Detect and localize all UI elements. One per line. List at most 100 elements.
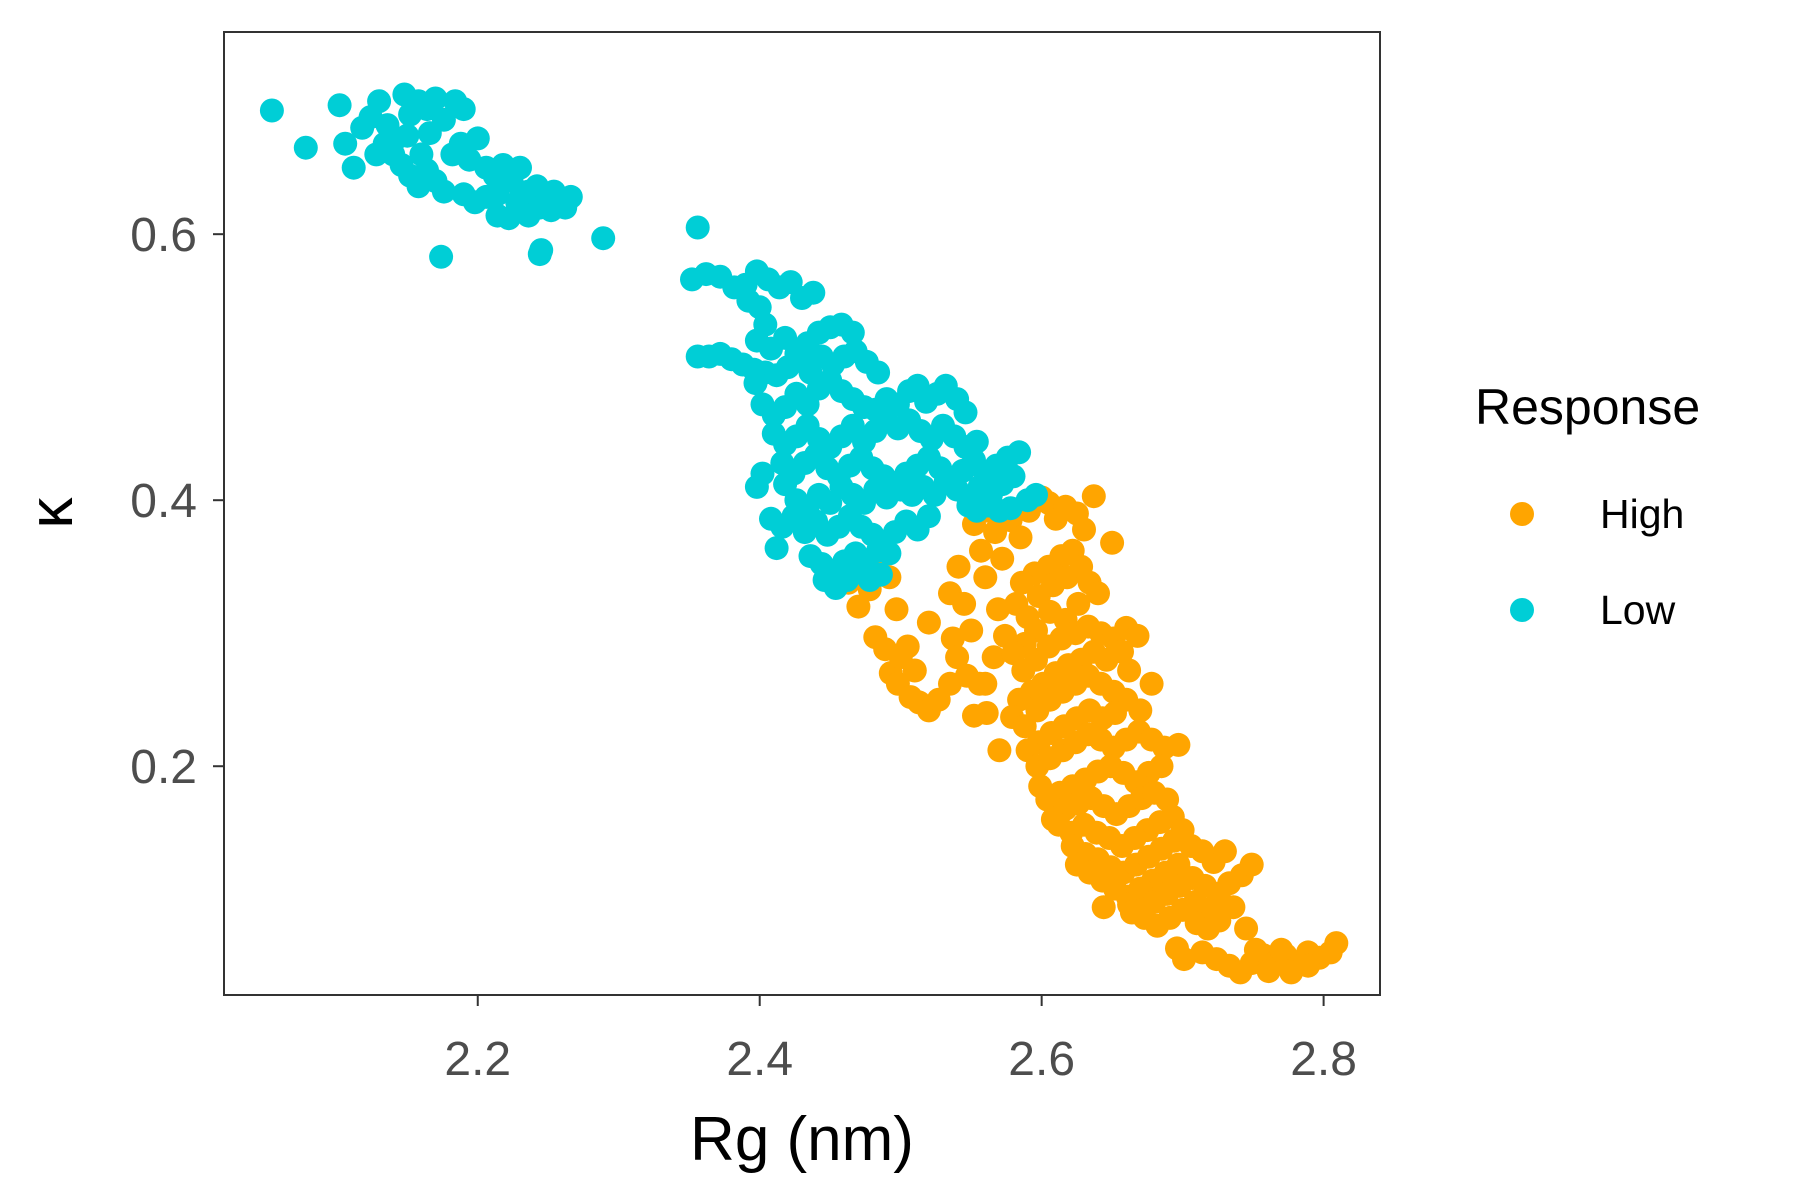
point-high [1125,623,1150,648]
point-low [553,195,578,220]
legend: Response High Low [1475,379,1700,633]
point-high [987,738,1012,763]
point-low [423,86,448,111]
y-tick-label: 0.4 [130,475,197,528]
point-low [956,493,981,518]
point-low [964,429,989,454]
point-high [895,634,920,659]
x-tick-label: 2.8 [1290,1033,1357,1086]
point-low [866,360,891,385]
point-high [1239,852,1264,877]
y-tick-label: 0.2 [130,741,197,794]
point-low [916,504,941,529]
point-low [773,472,798,497]
point-low [1024,482,1048,507]
x-tick-label: 2.6 [1008,1033,1075,1086]
point-high [1128,698,1153,723]
point-high [962,703,986,728]
x-tick-label: 2.2 [444,1033,511,1086]
point-high [946,554,971,579]
x-axis-title: Rg (nm) [690,1105,914,1174]
point-low [764,536,789,561]
point-high [884,597,909,622]
point-low [327,93,352,118]
point-high [1256,959,1281,984]
point-low [877,541,902,566]
point-high [1119,900,1144,925]
legend-key-low [1510,598,1534,622]
point-high [1072,517,1096,542]
point-low [529,238,554,263]
point-high [916,610,941,635]
point-low [451,97,476,122]
point-high [973,671,998,696]
point-high [1166,732,1191,757]
point-low [367,89,392,114]
point-high [1038,599,1063,624]
point-high [1269,937,1294,962]
point-low [431,179,456,204]
legend-title: Response [1475,379,1700,435]
point-low [801,280,826,305]
y-axis: 0.2 0.4 0.6 [130,209,224,794]
point-low [341,155,366,180]
point-high [990,546,1015,571]
x-tick-label: 2.4 [726,1033,793,1086]
point-low [591,226,616,251]
point-high [1100,530,1125,555]
point-low [417,121,442,146]
point-low [409,142,434,167]
point-high [1296,953,1321,978]
legend-label-low: Low [1600,587,1676,633]
point-high [986,597,1010,622]
point-high [1046,812,1071,837]
point-low [333,131,358,156]
point-low [685,215,710,240]
point-high [959,618,984,643]
point-low [1007,440,1032,465]
point-high [1028,774,1053,799]
point-high [1172,947,1196,972]
point-high [952,591,977,616]
point-high [1066,591,1091,616]
point-low [259,98,284,123]
point-low [395,123,420,148]
y-tick-label: 0.6 [130,209,197,262]
point-high [945,645,970,670]
point-low [429,244,454,269]
point-high [969,538,993,563]
series-low [259,82,1048,600]
point-high [1091,895,1116,920]
point-low [293,135,318,160]
series-high [836,484,1349,985]
point-low [953,400,978,425]
point-high [973,565,998,590]
point-high [1243,937,1268,962]
legend-key-high [1510,502,1534,526]
point-high [981,645,1006,670]
point-high [1008,525,1033,550]
point-high [902,658,927,683]
point-high [1081,484,1106,509]
point-high [1009,570,1034,595]
point-high [1234,916,1259,941]
point-low [868,562,893,587]
point-high [1207,908,1232,933]
point-low [840,320,865,345]
point-high [1064,852,1089,877]
point-high [1212,839,1237,864]
point-high [846,594,871,619]
points-layer [259,82,1349,985]
point-high [1324,931,1349,956]
point-high [1086,581,1110,606]
point-high [1117,658,1142,683]
point-low [750,461,775,486]
point-low [743,371,768,396]
point-low [485,182,510,207]
point-low [465,126,490,151]
legend-label-high: High [1600,491,1684,537]
point-high [1139,671,1164,696]
x-axis: 2.2 2.4 2.6 2.8 [444,995,1357,1086]
